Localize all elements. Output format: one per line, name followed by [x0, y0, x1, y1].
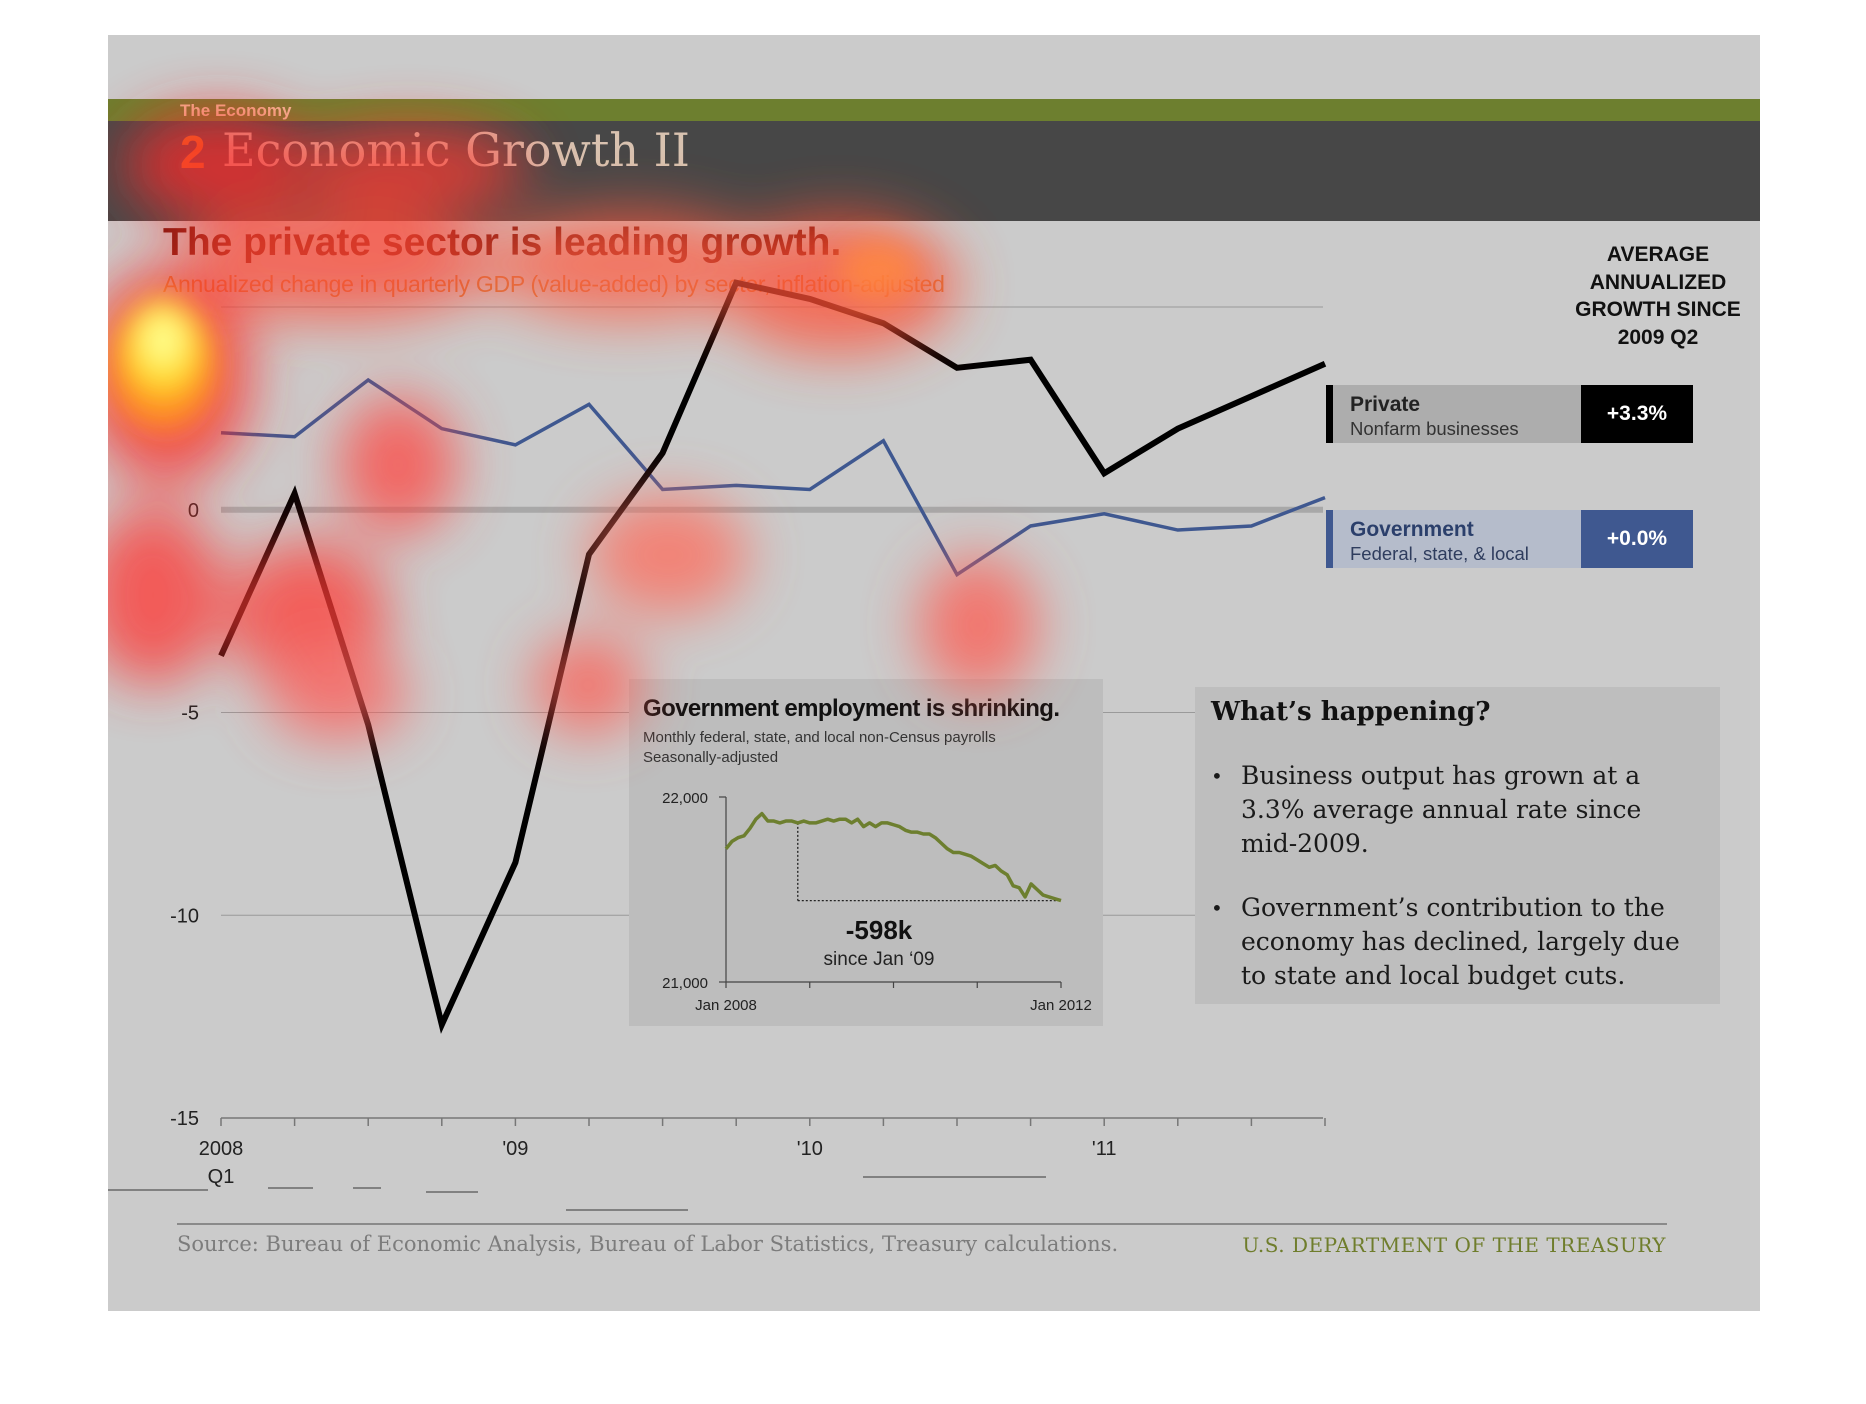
y-tick-label: -5 [181, 703, 199, 725]
whats-happening-title: What’s happening? [1211, 697, 1491, 727]
inset-annotation-value: -598k [846, 915, 913, 945]
inset-y-tick-label: 21,000 [662, 975, 708, 992]
x-tick-label: '09 [502, 1138, 528, 1160]
legend-private-value: +3.3% [1581, 385, 1693, 443]
bullet-text: Government’s contribution to the economy… [1241, 893, 1680, 990]
x-tick-label: 2008 [199, 1138, 244, 1160]
bullet-dot: • [1211, 764, 1223, 788]
inset-series-line [724, 811, 1062, 903]
government-series-line [220, 377, 1326, 578]
inset-subtitle: Monthly federal, state, and local non-Ce… [643, 729, 996, 746]
bullet-dot: • [1211, 896, 1223, 920]
source-note: Source: Bureau of Economic Analysis, Bur… [177, 1232, 1119, 1256]
x-tick-label: '10 [797, 1138, 823, 1160]
inset-annotation-label: since Jan ‘09 [824, 949, 935, 970]
y-tick-label: 0 [188, 500, 199, 522]
bullet-item: • Government’s contribution to the econo… [1211, 891, 1701, 993]
x-tick-label: '11 [1092, 1138, 1117, 1160]
whats-happening-box: What’s happening? • Business output has … [1195, 687, 1720, 1004]
legend-government-name: Government [1350, 518, 1474, 541]
inset-x-tick-label: Jan 2008 [695, 997, 757, 1014]
inset-plot: 22,000 21,000 Jan 2008 Jan 2012 -598k since J… [662, 790, 1092, 1014]
footer-divider [177, 1223, 1667, 1225]
slide: The Economy 2 Economic Growth II The pri… [108, 35, 1760, 1311]
inset-y-tick-label: 22,000 [662, 790, 708, 807]
average-growth-header: AVERAGE ANNUALIZED GROWTH SINCE 2009 Q2 [1575, 243, 1741, 349]
y-tick-label: -10 [170, 905, 199, 927]
section-band [108, 99, 1760, 121]
y-tick-label: -15 [170, 1108, 199, 1130]
bullet-item: • Business output has grown at a 3.3% av… [1211, 759, 1701, 861]
x-sub-label: Q1 [208, 1166, 235, 1188]
legend-government-value: +0.0% [1581, 510, 1693, 568]
legend-private: Private Nonfarm businesses +3.3% [1326, 385, 1693, 443]
inset-subtitle-2: Seasonally-adjusted [643, 749, 779, 766]
inset-x-tick-label: Jan 2012 [1030, 997, 1092, 1014]
agency-name: U.S. DEPARTMENT OF THE TREASURY [1242, 1233, 1666, 1257]
inset-title: Government employment is shrinking. [643, 695, 1060, 722]
legend-government-sub: Federal, state, & local [1350, 543, 1529, 564]
bullet-text: Business output has grown at a 3.3% aver… [1241, 761, 1642, 858]
legend-private-sub: Nonfarm businesses [1350, 418, 1519, 439]
legend-private-name: Private [1350, 393, 1421, 416]
legend-government: Government Federal, state, & local +0.0% [1326, 510, 1693, 568]
inset-chart: Government employment is shrinking. Mont… [629, 679, 1103, 1026]
